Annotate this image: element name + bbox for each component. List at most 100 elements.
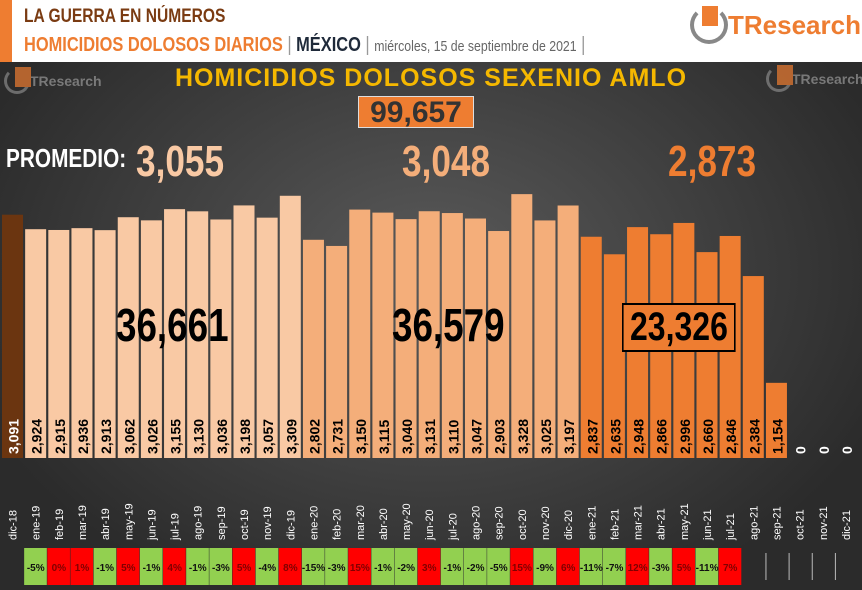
month-label: mar-20 bbox=[355, 505, 367, 540]
month-label: abr-19 bbox=[100, 508, 112, 540]
month-label: sep-21 bbox=[771, 506, 783, 540]
month-label: may-19 bbox=[123, 503, 135, 540]
change-cell bbox=[301, 548, 325, 585]
change-label: -1% bbox=[444, 563, 462, 574]
value-label: 3,025 bbox=[538, 419, 554, 454]
bar-dic-19 bbox=[279, 195, 301, 458]
month-label: may-20 bbox=[401, 503, 413, 540]
bar-jun-19 bbox=[140, 220, 162, 458]
value-label: 3,057 bbox=[260, 419, 276, 454]
accent-stripe bbox=[0, 0, 12, 62]
tresearch-logo: TResearch bbox=[690, 6, 861, 44]
bar-abr-20 bbox=[372, 212, 394, 458]
change-cell bbox=[487, 548, 510, 585]
bar-ago-21 bbox=[742, 276, 764, 458]
change-label: 7% bbox=[723, 563, 738, 574]
value-label: 2,915 bbox=[52, 419, 68, 454]
average-2020: 3,048 bbox=[402, 137, 491, 186]
value-label: 3,309 bbox=[283, 419, 299, 454]
bar-abr-19 bbox=[94, 230, 116, 458]
month-label: abr-20 bbox=[378, 508, 390, 540]
bar-dic-18 bbox=[2, 214, 23, 458]
chart-title: HOMICIDIOS DOLOSOS SEXENIO AMLO bbox=[174, 64, 688, 92]
change-cell bbox=[556, 548, 580, 585]
change-label: -3% bbox=[652, 563, 670, 574]
month-label: abr-21 bbox=[656, 508, 668, 540]
bar-jun-20 bbox=[418, 211, 440, 458]
value-label: 3,197 bbox=[561, 419, 577, 454]
month-label: jul-20 bbox=[447, 513, 459, 541]
value-label: 3,115 bbox=[376, 420, 392, 454]
month-label: mar-19 bbox=[77, 505, 89, 540]
value-label: 3,110 bbox=[445, 420, 461, 454]
value-label: 0 bbox=[839, 446, 855, 454]
value-label: 0 bbox=[793, 446, 809, 454]
bar-sep-19 bbox=[210, 219, 232, 458]
total-2021: 23,326 bbox=[622, 303, 736, 352]
change-label: 6% bbox=[561, 563, 576, 574]
watermark-logo-right: TResearch bbox=[766, 65, 862, 92]
change-cell bbox=[695, 548, 719, 585]
change-cell bbox=[626, 548, 649, 585]
bar-ene-19 bbox=[25, 229, 47, 458]
change-cell bbox=[510, 548, 533, 585]
change-cell bbox=[602, 548, 626, 585]
bar-sep-20 bbox=[488, 231, 510, 458]
value-label: 3,026 bbox=[144, 419, 160, 454]
bar-may-19 bbox=[117, 217, 139, 458]
change-label: -2% bbox=[397, 563, 415, 574]
change-label: -4% bbox=[258, 563, 276, 574]
logo-icon bbox=[766, 65, 793, 92]
change-cell bbox=[70, 548, 94, 585]
separator: | bbox=[282, 34, 297, 56]
month-label: may-21 bbox=[679, 503, 691, 540]
value-label: 2,948 bbox=[631, 419, 647, 454]
change-cell bbox=[649, 548, 672, 585]
logo-text: TResearch bbox=[728, 9, 861, 40]
month-label: jun-20 bbox=[424, 509, 436, 541]
change-cell bbox=[394, 548, 418, 585]
change-label: 8% bbox=[283, 563, 298, 574]
bar-sep-21 bbox=[765, 382, 787, 458]
month-label: nov-20 bbox=[540, 506, 552, 540]
change-label: -3% bbox=[328, 563, 346, 574]
value-label: 2,924 bbox=[29, 419, 45, 454]
separator: | bbox=[576, 34, 586, 56]
change-cell bbox=[24, 548, 47, 585]
change-label: -1% bbox=[374, 563, 392, 574]
month-label: oct-21 bbox=[795, 509, 807, 540]
change-label: -1% bbox=[189, 563, 207, 574]
bar-oct-20 bbox=[511, 194, 533, 459]
value-label: 0 bbox=[816, 446, 832, 454]
logo-text: TResearch bbox=[792, 71, 862, 87]
month-label: ene-21 bbox=[586, 506, 598, 540]
value-label: 2,913 bbox=[98, 419, 114, 454]
change-cell bbox=[417, 548, 441, 585]
change-label: 4% bbox=[167, 563, 182, 574]
month-label: jun-21 bbox=[702, 509, 714, 541]
month-label: dic-19 bbox=[285, 510, 297, 540]
change-cell bbox=[255, 548, 279, 585]
bar-nov-19 bbox=[256, 217, 278, 458]
change-label: 5% bbox=[237, 563, 252, 574]
watermark-logo-left: TResearch bbox=[4, 67, 102, 94]
month-label: ago-19 bbox=[193, 506, 205, 540]
change-label: -2% bbox=[467, 563, 485, 574]
month-label: ago-21 bbox=[748, 506, 760, 540]
month-label: feb-21 bbox=[609, 509, 621, 540]
subtitle-date: miércoles, 15 de septiembre de 2021 bbox=[374, 38, 577, 55]
change-label: 15% bbox=[512, 563, 532, 574]
subtitle-topic: HOMICIDIOS DOLOSOS DIARIOS bbox=[24, 34, 283, 56]
value-label: 2,384 bbox=[746, 419, 762, 454]
bar-jul-20 bbox=[441, 213, 463, 458]
value-label: 3,328 bbox=[515, 419, 531, 454]
value-label: 2,731 bbox=[330, 419, 346, 454]
value-label: 3,062 bbox=[121, 419, 137, 454]
month-label: ene-19 bbox=[31, 506, 43, 540]
value-label: 3,130 bbox=[191, 419, 207, 454]
change-cell bbox=[93, 548, 117, 585]
value-label: 3,150 bbox=[353, 419, 369, 454]
month-label: ene-20 bbox=[308, 506, 320, 540]
change-label: -9% bbox=[536, 563, 554, 574]
